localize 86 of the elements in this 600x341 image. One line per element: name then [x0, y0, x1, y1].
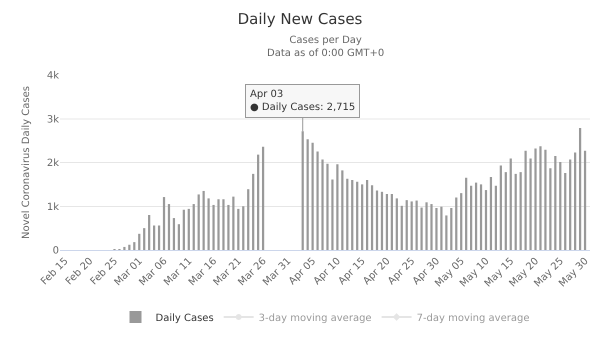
bar	[202, 190, 205, 250]
bar	[569, 159, 572, 250]
bar	[351, 180, 354, 250]
bar	[484, 190, 488, 250]
bar	[470, 186, 472, 250]
chart-subtitle: Cases per Day Data as of 0:00 GMT+0	[267, 35, 384, 59]
bar	[198, 194, 200, 250]
bar	[212, 204, 215, 250]
bar	[534, 148, 537, 250]
bar	[138, 234, 140, 250]
bar	[361, 184, 364, 250]
bar	[192, 204, 195, 250]
bar	[460, 193, 462, 250]
bar	[539, 146, 542, 250]
bar	[331, 180, 334, 250]
bar	[400, 206, 403, 250]
bar	[584, 150, 586, 250]
bar	[564, 173, 566, 250]
y-tick-label: 2k	[46, 158, 60, 169]
bar	[237, 208, 240, 250]
annotation: Apr 03 ● Daily Cases: 2,715	[250, 89, 356, 113]
bar	[514, 174, 517, 250]
bar	[440, 206, 443, 250]
bar	[500, 166, 502, 250]
bar	[376, 190, 378, 250]
bar	[445, 215, 448, 250]
bar	[465, 178, 468, 250]
y-tick-label: 3k	[46, 114, 60, 126]
bar	[306, 139, 309, 250]
bar	[554, 156, 556, 250]
bar	[504, 172, 507, 250]
bar	[559, 162, 562, 250]
bar	[450, 208, 452, 250]
bar	[341, 170, 344, 250]
bar	[490, 176, 492, 250]
bar	[574, 152, 576, 250]
legend-label: Daily Cases	[156, 312, 214, 324]
legend-label: 7-day moving average	[416, 312, 530, 324]
bar	[529, 158, 532, 250]
y-tick-label: 0	[52, 246, 59, 256]
bar	[474, 182, 478, 250]
bar	[168, 204, 170, 250]
chart-title: Daily New Cases	[238, 10, 363, 28]
bar	[321, 159, 324, 250]
bar	[406, 200, 408, 250]
bar	[346, 178, 348, 250]
bar	[520, 172, 522, 250]
y-tick-label: 4k	[46, 70, 60, 82]
bar	[420, 208, 423, 250]
bar	[232, 196, 234, 250]
bar	[227, 204, 230, 250]
bar	[524, 150, 527, 250]
bar	[549, 168, 552, 250]
bar	[188, 208, 190, 250]
bar	[316, 152, 319, 250]
bar	[386, 194, 388, 250]
bar	[162, 197, 166, 250]
bar	[510, 158, 512, 250]
bar	[430, 204, 433, 250]
bar	[494, 186, 497, 250]
bar	[480, 184, 482, 250]
bar	[143, 228, 146, 250]
bar	[366, 180, 368, 250]
bar	[396, 198, 398, 250]
y-axis-title: Novel Coronavirus Daily Cases	[20, 86, 32, 239]
bar	[578, 128, 582, 250]
bar	[252, 174, 254, 250]
bar	[257, 154, 260, 250]
bar	[247, 189, 250, 250]
legend-label: 3-day moving average	[258, 312, 372, 324]
bar	[356, 182, 358, 250]
bar	[133, 242, 136, 250]
bar	[207, 198, 210, 250]
bar	[172, 218, 176, 250]
bar	[390, 194, 393, 250]
y-tick-label: 1k	[46, 202, 60, 213]
bar	[435, 208, 438, 250]
bar	[455, 198, 458, 250]
bar	[416, 200, 418, 250]
bar	[148, 215, 150, 250]
bar	[178, 224, 180, 250]
bar	[128, 244, 130, 250]
bar	[312, 142, 314, 250]
bar	[410, 201, 413, 250]
bar	[242, 206, 244, 250]
bar	[182, 210, 185, 250]
